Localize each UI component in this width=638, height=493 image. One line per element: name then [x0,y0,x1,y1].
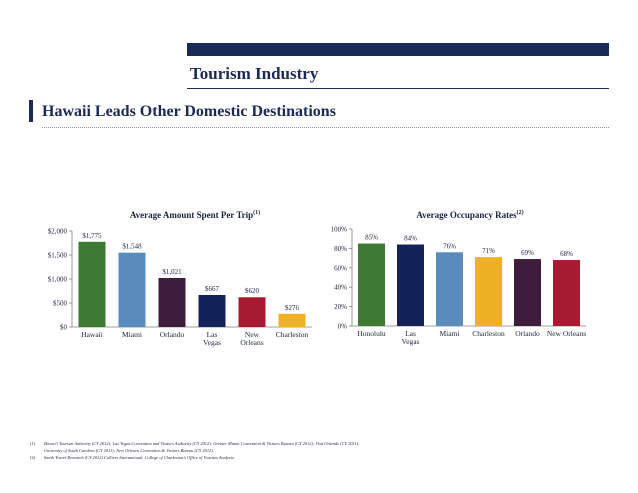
category-label: Las [405,329,416,338]
category-label: Hawaii [81,330,103,339]
y-tick-label: 100% [331,226,348,234]
data-label: 85% [365,234,378,242]
bar-miami [118,252,146,327]
category-label: Las [207,330,218,339]
y-tick-label: $1,500 [48,252,68,260]
footnote-1-line-1: Hawai'i Tourism Authority (CY 2012); Las… [44,441,360,446]
category-label: New [245,330,260,339]
y-tick-label: $0 [60,324,68,332]
category-label: Charleston [472,329,505,338]
bar-new-orleans [553,260,580,326]
data-label: $1,775 [82,232,102,240]
category-label: Miami [440,329,460,338]
footnote-2-line-1: Smith Travel Research (CY 2012) Colliers… [44,455,235,460]
bar-orlando [158,277,186,327]
bar-charleston [278,313,306,327]
spend-chart-title: Average Amount Spent Per Trip(1) [70,210,320,220]
spend-chart-title-note: (1) [253,210,261,216]
spend-chart-title-text: Average Amount Spent Per Trip [129,210,254,220]
page-title: Tourism Industry [190,64,319,83]
title-divider [187,88,609,89]
category-label: Orlando [515,329,540,338]
data-label: $620 [245,287,260,295]
section-accent-bar [29,100,33,122]
data-label: 84% [404,235,417,243]
data-label: $1,021 [162,268,182,276]
bar-honolulu [358,243,385,326]
footnote-2-number: (2) [30,455,36,460]
footnote-1-number: (1) [30,441,36,446]
data-label: 68% [560,250,573,258]
bar-hawaii [78,241,106,327]
category-label: Miami [122,330,142,339]
footnotes: (1) Hawai'i Tourism Authority (CY 2012);… [30,440,620,461]
data-label: $667 [205,285,220,293]
y-tick-label: 60% [334,264,347,272]
spend-per-trip-chart: $0 $500 $1,000 $1,500 $2,000 $1,775 Hawaii $1,5… [48,228,312,347]
category-label: Orlando [160,330,185,339]
occupancy-rates-chart: 0% 20% 40% 60% 80% 100% 85% Honolulu 84% LasVegas… [331,226,587,347]
category-label: Honolulu [357,329,386,338]
occupancy-chart-title-note: (2) [516,210,524,216]
y-tick-label: 20% [334,303,347,311]
data-label: $276 [285,304,300,312]
section-divider [42,127,609,128]
data-label: 76% [443,242,456,250]
category-label: New Orleans [547,329,586,338]
y-tick-label: $2,000 [48,228,68,236]
header-accent-bar [187,43,609,56]
category-label: Vegas [402,337,420,346]
category-label: Orleans [240,338,263,347]
bar-las-vegas [397,244,424,326]
section-heading: Hawaii Leads Other Domestic Destinations [42,103,336,120]
footnote-2: (2) Smith Travel Research (CY 2012) Coll… [30,454,620,461]
bar-las-vegas [198,294,226,327]
occupancy-chart-title: Average Occupancy Rates(2) [370,210,570,220]
category-label: Vegas [203,338,221,347]
bar-charleston [475,257,502,326]
y-tick-label: 80% [334,245,347,253]
footnote-1-line-2: University of South Carolina (CY 2011); … [44,448,214,453]
occupancy-chart-title-text: Average Occupancy Rates [416,210,517,220]
y-tick-label: $500 [53,300,68,308]
data-label: 69% [521,249,534,257]
y-tick-label: 40% [334,284,347,292]
bar-orlando [514,259,541,326]
y-tick-label: 0% [338,323,348,331]
category-label: Charleston [276,330,309,339]
bar-miami [436,252,463,326]
bar-new-orleans [238,297,266,327]
y-tick-label: $1,000 [48,276,68,284]
data-label: $1,548 [122,243,142,251]
footnote-1: (1) Hawai'i Tourism Authority (CY 2012);… [30,440,620,454]
data-label: 71% [482,247,495,255]
